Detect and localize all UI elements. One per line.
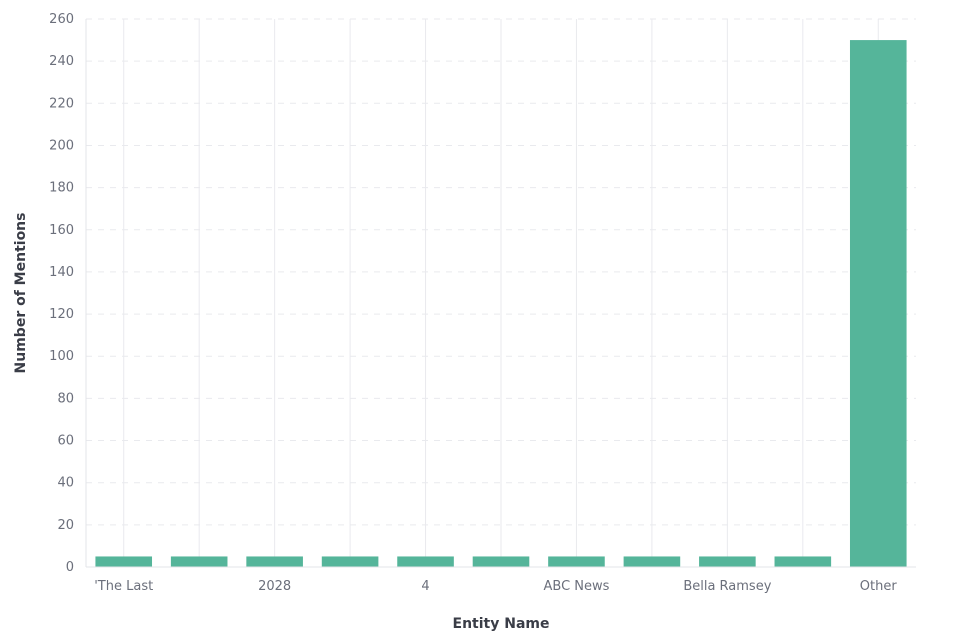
x-tick-label: 2028 [258, 579, 291, 594]
y-tick-label: 260 [49, 12, 74, 27]
bar [548, 556, 605, 567]
y-tick-label: 20 [57, 518, 74, 533]
y-tick-labels: 0 20 40 60 80 100 120 140 160 180 200 220 240 260 [49, 12, 74, 575]
y-axis-title: Number of Mentions [13, 213, 29, 374]
bar [397, 556, 454, 567]
x-axis-title: Entity Name [453, 616, 550, 632]
x-tick-label: Bella Ramsey [683, 579, 771, 594]
bar [170, 556, 228, 567]
x-tick-labels: 'The Last 2028 4 ABC News Bella Ramsey Other [94, 579, 897, 594]
x-tick-label: ABC News [543, 579, 609, 594]
bar [699, 556, 756, 567]
bar [95, 556, 153, 567]
gridlines [86, 18, 916, 567]
y-tick-label: 180 [49, 181, 74, 196]
x-tick-label: 4 [421, 579, 429, 594]
axes [85, 19, 916, 568]
y-tick-label: 100 [49, 349, 74, 364]
y-tick-label: 120 [49, 307, 74, 322]
bar [246, 556, 303, 567]
bar [623, 556, 681, 567]
y-tick-label: 240 [49, 54, 74, 69]
y-tick-label: 160 [49, 223, 74, 238]
bar [321, 556, 379, 567]
bar [849, 40, 907, 568]
y-tick-label: 140 [49, 265, 74, 280]
y-tick-label: 0 [66, 560, 74, 575]
bar [472, 556, 530, 567]
y-tick-label: 80 [57, 391, 74, 406]
y-tick-label: 60 [57, 434, 74, 449]
bars [95, 40, 907, 568]
y-tick-label: 200 [49, 138, 74, 153]
y-tick-label: 220 [49, 96, 74, 111]
x-tick-label: Other [860, 579, 898, 594]
y-tick-label: 40 [57, 476, 74, 491]
x-tick-label: 'The Last [94, 579, 153, 594]
bar [774, 556, 832, 567]
